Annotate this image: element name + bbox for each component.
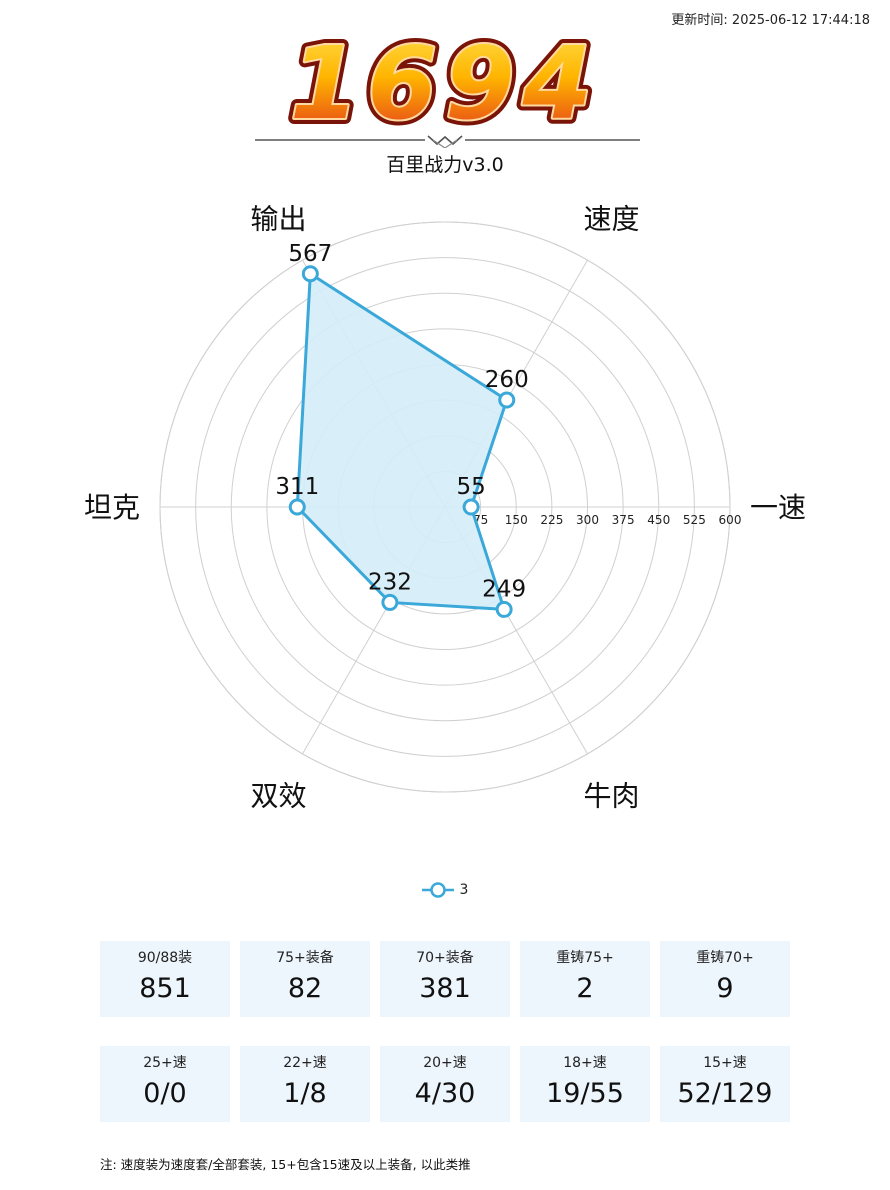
stat-label: 75+装备 <box>276 950 334 966</box>
stat-card: 90/88装 851 <box>100 941 230 1017</box>
chart-legend[interactable]: 3 <box>0 880 890 900</box>
indicator-label: 速度 <box>583 203 639 236</box>
total-score-graphic: 1694 1694 1694 <box>284 20 600 140</box>
total-score-banner: 1694 1694 1694 <box>0 20 890 140</box>
axis-tick-label: 375 <box>612 513 635 527</box>
stat-value: 1/8 <box>283 1078 327 1109</box>
data-point <box>462 498 480 516</box>
indicator-label: 牛肉 <box>583 779 639 812</box>
axis-tick-label: 150 <box>505 513 528 527</box>
data-point <box>498 391 516 409</box>
stat-card: 25+速 0/0 <box>100 1046 230 1122</box>
stat-label: 重铸70+ <box>696 950 754 966</box>
indicator-label: 输出 <box>250 203 306 236</box>
equipment-stats-row: 90/88装 851 75+装备 82 70+装备 381 重铸75+ 2 重铸… <box>100 941 790 1017</box>
stat-value: 19/55 <box>546 1078 624 1109</box>
legend-series-marker <box>421 882 454 898</box>
stat-card: 70+装备 381 <box>380 941 510 1017</box>
axis-tick-label: 525 <box>683 513 706 527</box>
stat-card: 15+速 52/129 <box>660 1046 790 1122</box>
stat-label: 18+速 <box>563 1055 607 1071</box>
stat-card: 重铸75+ 2 <box>520 941 650 1017</box>
stat-value: 0/0 <box>143 1078 187 1109</box>
series-area <box>295 272 509 611</box>
legend-series-name: 3 <box>459 882 469 898</box>
stat-card: 20+速 4/30 <box>380 1046 510 1122</box>
subtitle: 百里战力v3.0 <box>386 154 504 176</box>
stat-value: 4/30 <box>414 1078 476 1109</box>
stat-value: 9 <box>716 973 734 1004</box>
update-time: 更新时间: 2025-06-12 17:44:18 <box>671 9 870 28</box>
stat-value: 381 <box>419 973 471 1004</box>
stat-card: 18+速 19/55 <box>520 1046 650 1122</box>
axis-tick-label: 600 <box>719 513 742 527</box>
data-label: 55 <box>456 474 485 500</box>
stat-label: 22+速 <box>283 1055 327 1071</box>
stat-card: 重铸70+ 9 <box>660 941 790 1017</box>
data-point <box>301 265 319 283</box>
stat-value: 2 <box>576 973 594 1004</box>
indicator-label: 双效 <box>250 779 306 812</box>
total-score: 1694 <box>290 25 600 140</box>
stat-card: 22+速 1/8 <box>240 1046 370 1122</box>
speed-stats-row: 25+速 0/0 22+速 1/8 20+速 4/30 18+速 19/55 1… <box>100 1046 790 1122</box>
stat-label: 25+速 <box>143 1055 187 1071</box>
update-time-label: 更新时间: <box>671 13 728 28</box>
stat-label: 90/88装 <box>137 950 193 966</box>
indicator-label: 坦克 <box>84 491 140 524</box>
stat-label: 15+速 <box>703 1055 747 1071</box>
data-point <box>288 498 306 516</box>
stat-value: 851 <box>139 973 191 1004</box>
indicator-label: 一速 <box>750 491 806 524</box>
data-label: 311 <box>275 474 319 500</box>
footnote: 注: 速度装为速度套/全部套装, 15+包含15速及以上装备, 以此类推 <box>100 1157 471 1172</box>
total-score-highlight: 1694 <box>290 25 600 140</box>
total-score-outline: 1694 <box>290 25 600 140</box>
axis-tick-label: 300 <box>576 513 599 527</box>
stat-value: 52/129 <box>677 1078 773 1109</box>
data-point <box>495 600 513 618</box>
stat-label: 20+速 <box>423 1055 467 1071</box>
stat-value: 82 <box>287 973 323 1004</box>
data-label: 260 <box>485 367 529 393</box>
data-label: 232 <box>368 569 412 595</box>
axis-tick-label: 450 <box>647 513 670 527</box>
data-point <box>381 593 399 611</box>
stat-card: 75+装备 82 <box>240 941 370 1017</box>
axis-tick-label: 225 <box>540 513 563 527</box>
title-divider <box>255 135 640 148</box>
data-label: 567 <box>288 241 332 267</box>
data-label: 249 <box>482 576 526 602</box>
stat-label: 70+装备 <box>416 950 474 966</box>
stat-label: 重铸75+ <box>556 950 614 966</box>
update-time-value: 2025-06-12 17:44:18 <box>731 13 870 28</box>
